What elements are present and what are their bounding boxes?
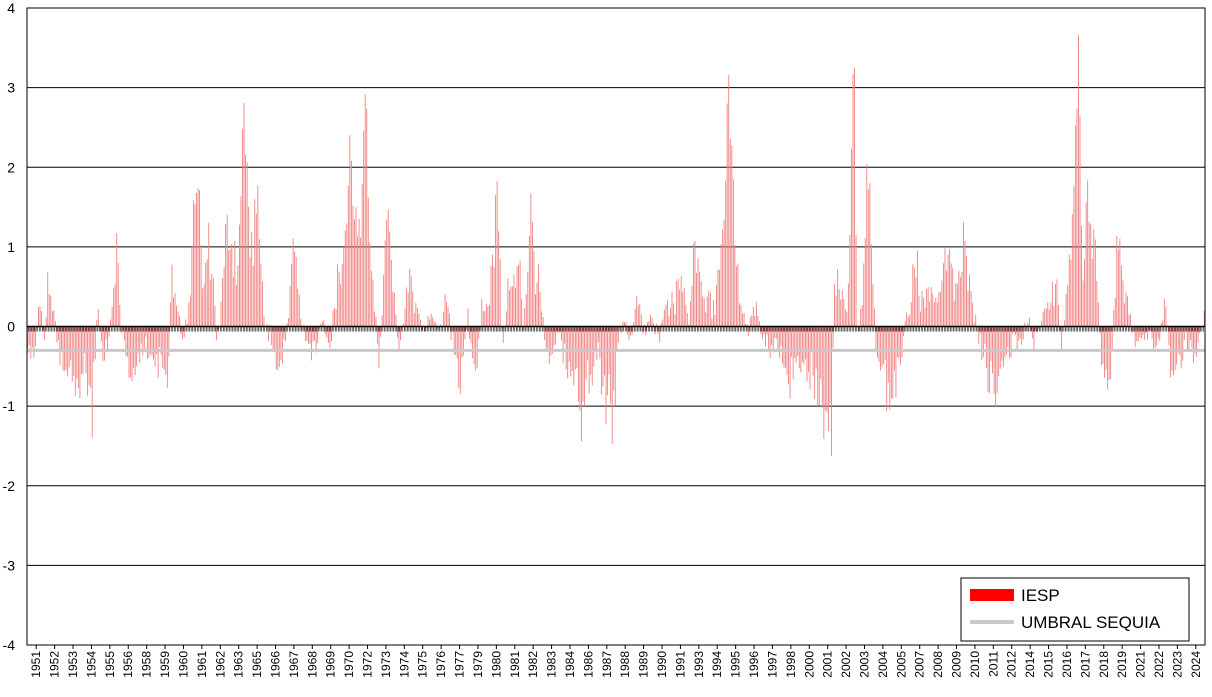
x-tick-label-31: 1987 [600, 651, 614, 678]
x-tick-label-6: 1958 [140, 651, 154, 678]
x-tick-label-17: 1970 [342, 651, 356, 678]
x-tick-label-4: 1955 [103, 651, 117, 678]
x-tick-label-53: 2012 [1005, 651, 1019, 678]
x-tick-label-60: 2021 [1134, 651, 1148, 678]
x-tick-label-62: 2023 [1170, 651, 1184, 678]
x-tick-label-50: 2009 [950, 651, 964, 678]
x-tick-label-14: 1967 [287, 651, 301, 678]
x-tick-label-10: 1962 [213, 651, 227, 678]
iesp-bars [27, 35, 1205, 456]
x-tick-label-28: 1983 [545, 651, 559, 678]
x-tick-label-5: 1956 [121, 651, 135, 678]
x-tick-label-21: 1975 [416, 651, 430, 678]
x-tick-label-32: 1988 [618, 651, 632, 678]
x-tick-label-2: 1953 [66, 651, 80, 678]
x-tick-label-63: 2024 [1189, 651, 1203, 678]
y-tick-label-6: -2 [3, 478, 16, 494]
x-tick-label-35: 1991 [673, 651, 687, 678]
x-tick-label-42: 2000 [802, 651, 816, 678]
x-tick-label-58: 2018 [1097, 651, 1111, 678]
gridlines [27, 87, 1205, 566]
legend-umbral-label: UMBRAL SEQUIA [1021, 613, 1161, 632]
x-tick-label-20: 1974 [397, 651, 411, 678]
x-tick-label-1: 1952 [48, 651, 62, 678]
x-tick-label-46: 2004 [876, 651, 890, 678]
x-tick-label-61: 2022 [1152, 651, 1166, 678]
x-tick-label-52: 2011 [986, 651, 1000, 677]
y-tick-label-1: 3 [7, 80, 15, 96]
x-tick-label-48: 2007 [913, 651, 927, 678]
x-tick-label-36: 1993 [692, 651, 706, 678]
x-tick-label-25: 1980 [489, 651, 503, 678]
x-tick-label-18: 1972 [361, 651, 375, 678]
x-tick-label-7: 1959 [158, 651, 172, 678]
x-tick-label-3: 1954 [84, 651, 98, 678]
x-tick-label-29: 1984 [563, 651, 577, 678]
y-axis-ticks: 4 3 2 1 0 -1 -2 -3 -4 [3, 0, 16, 653]
y-tick-label-7: -3 [3, 557, 16, 573]
x-tick-label-57: 2017 [1078, 651, 1092, 678]
legend-box [960, 577, 1190, 642]
zero-axis [26, 325, 1206, 332]
x-tick-label-51: 2010 [968, 651, 982, 678]
x-tick-label-47: 2005 [894, 651, 908, 678]
x-tick-label-43: 2001 [821, 651, 835, 678]
x-tick-label-19: 1973 [379, 651, 393, 678]
x-tick-label-8: 1960 [176, 651, 190, 678]
x-tick-label-9: 1961 [195, 651, 209, 678]
y-tick-label-0: 4 [7, 0, 15, 16]
x-tick-label-59: 2019 [1115, 651, 1129, 678]
x-tick-label-23: 1977 [453, 651, 467, 678]
x-tick-label-41: 1998 [784, 651, 798, 678]
x-tick-label-45: 2003 [857, 651, 871, 678]
x-tick-label-40: 1997 [765, 651, 779, 678]
x-tick-label-16: 1969 [324, 651, 338, 678]
x-tick-label-49: 2008 [931, 651, 945, 678]
x-tick-label-55: 2015 [1042, 651, 1056, 678]
x-tick-label-26: 1981 [508, 651, 522, 678]
x-tick-label-13: 1966 [268, 651, 282, 678]
legend-iesp-swatch [970, 589, 1014, 601]
y-tick-label-5: -1 [3, 398, 16, 414]
x-tick-label-39: 1996 [747, 651, 761, 678]
x-tick-label-12: 1965 [250, 651, 264, 678]
x-tick-label-15: 1968 [305, 651, 319, 678]
x-tick-label-24: 1979 [471, 651, 485, 678]
legend: IESP UMBRAL SEQUIA [960, 577, 1190, 642]
x-axis-ticks: 1951 1952 1953 1954 1955 1956 1958 1959 1960 1961… [29, 645, 1203, 678]
y-tick-label-8: -4 [3, 637, 16, 653]
x-tick-label-56: 2016 [1060, 651, 1074, 678]
y-tick-label-3: 1 [7, 239, 15, 255]
x-tick-label-27: 1982 [526, 651, 540, 678]
x-tick-label-37: 1994 [710, 651, 724, 678]
y-tick-label-4: 0 [7, 319, 15, 335]
x-tick-label-44: 2002 [839, 651, 853, 678]
x-tick-label-0: 1951 [29, 651, 43, 678]
x-tick-label-34: 1990 [655, 651, 669, 678]
x-tick-label-33: 1989 [637, 651, 651, 678]
x-tick-label-38: 1995 [729, 651, 743, 678]
x-tick-label-30: 1986 [581, 651, 595, 678]
y-tick-label-2: 2 [7, 159, 15, 175]
x-tick-label-54: 2014 [1023, 651, 1037, 678]
x-tick-label-22: 1976 [434, 651, 448, 678]
x-tick-label-11: 1963 [232, 651, 246, 678]
legend-iesp-label: IESP [1021, 586, 1060, 605]
plot-frame [26, 7, 1206, 646]
